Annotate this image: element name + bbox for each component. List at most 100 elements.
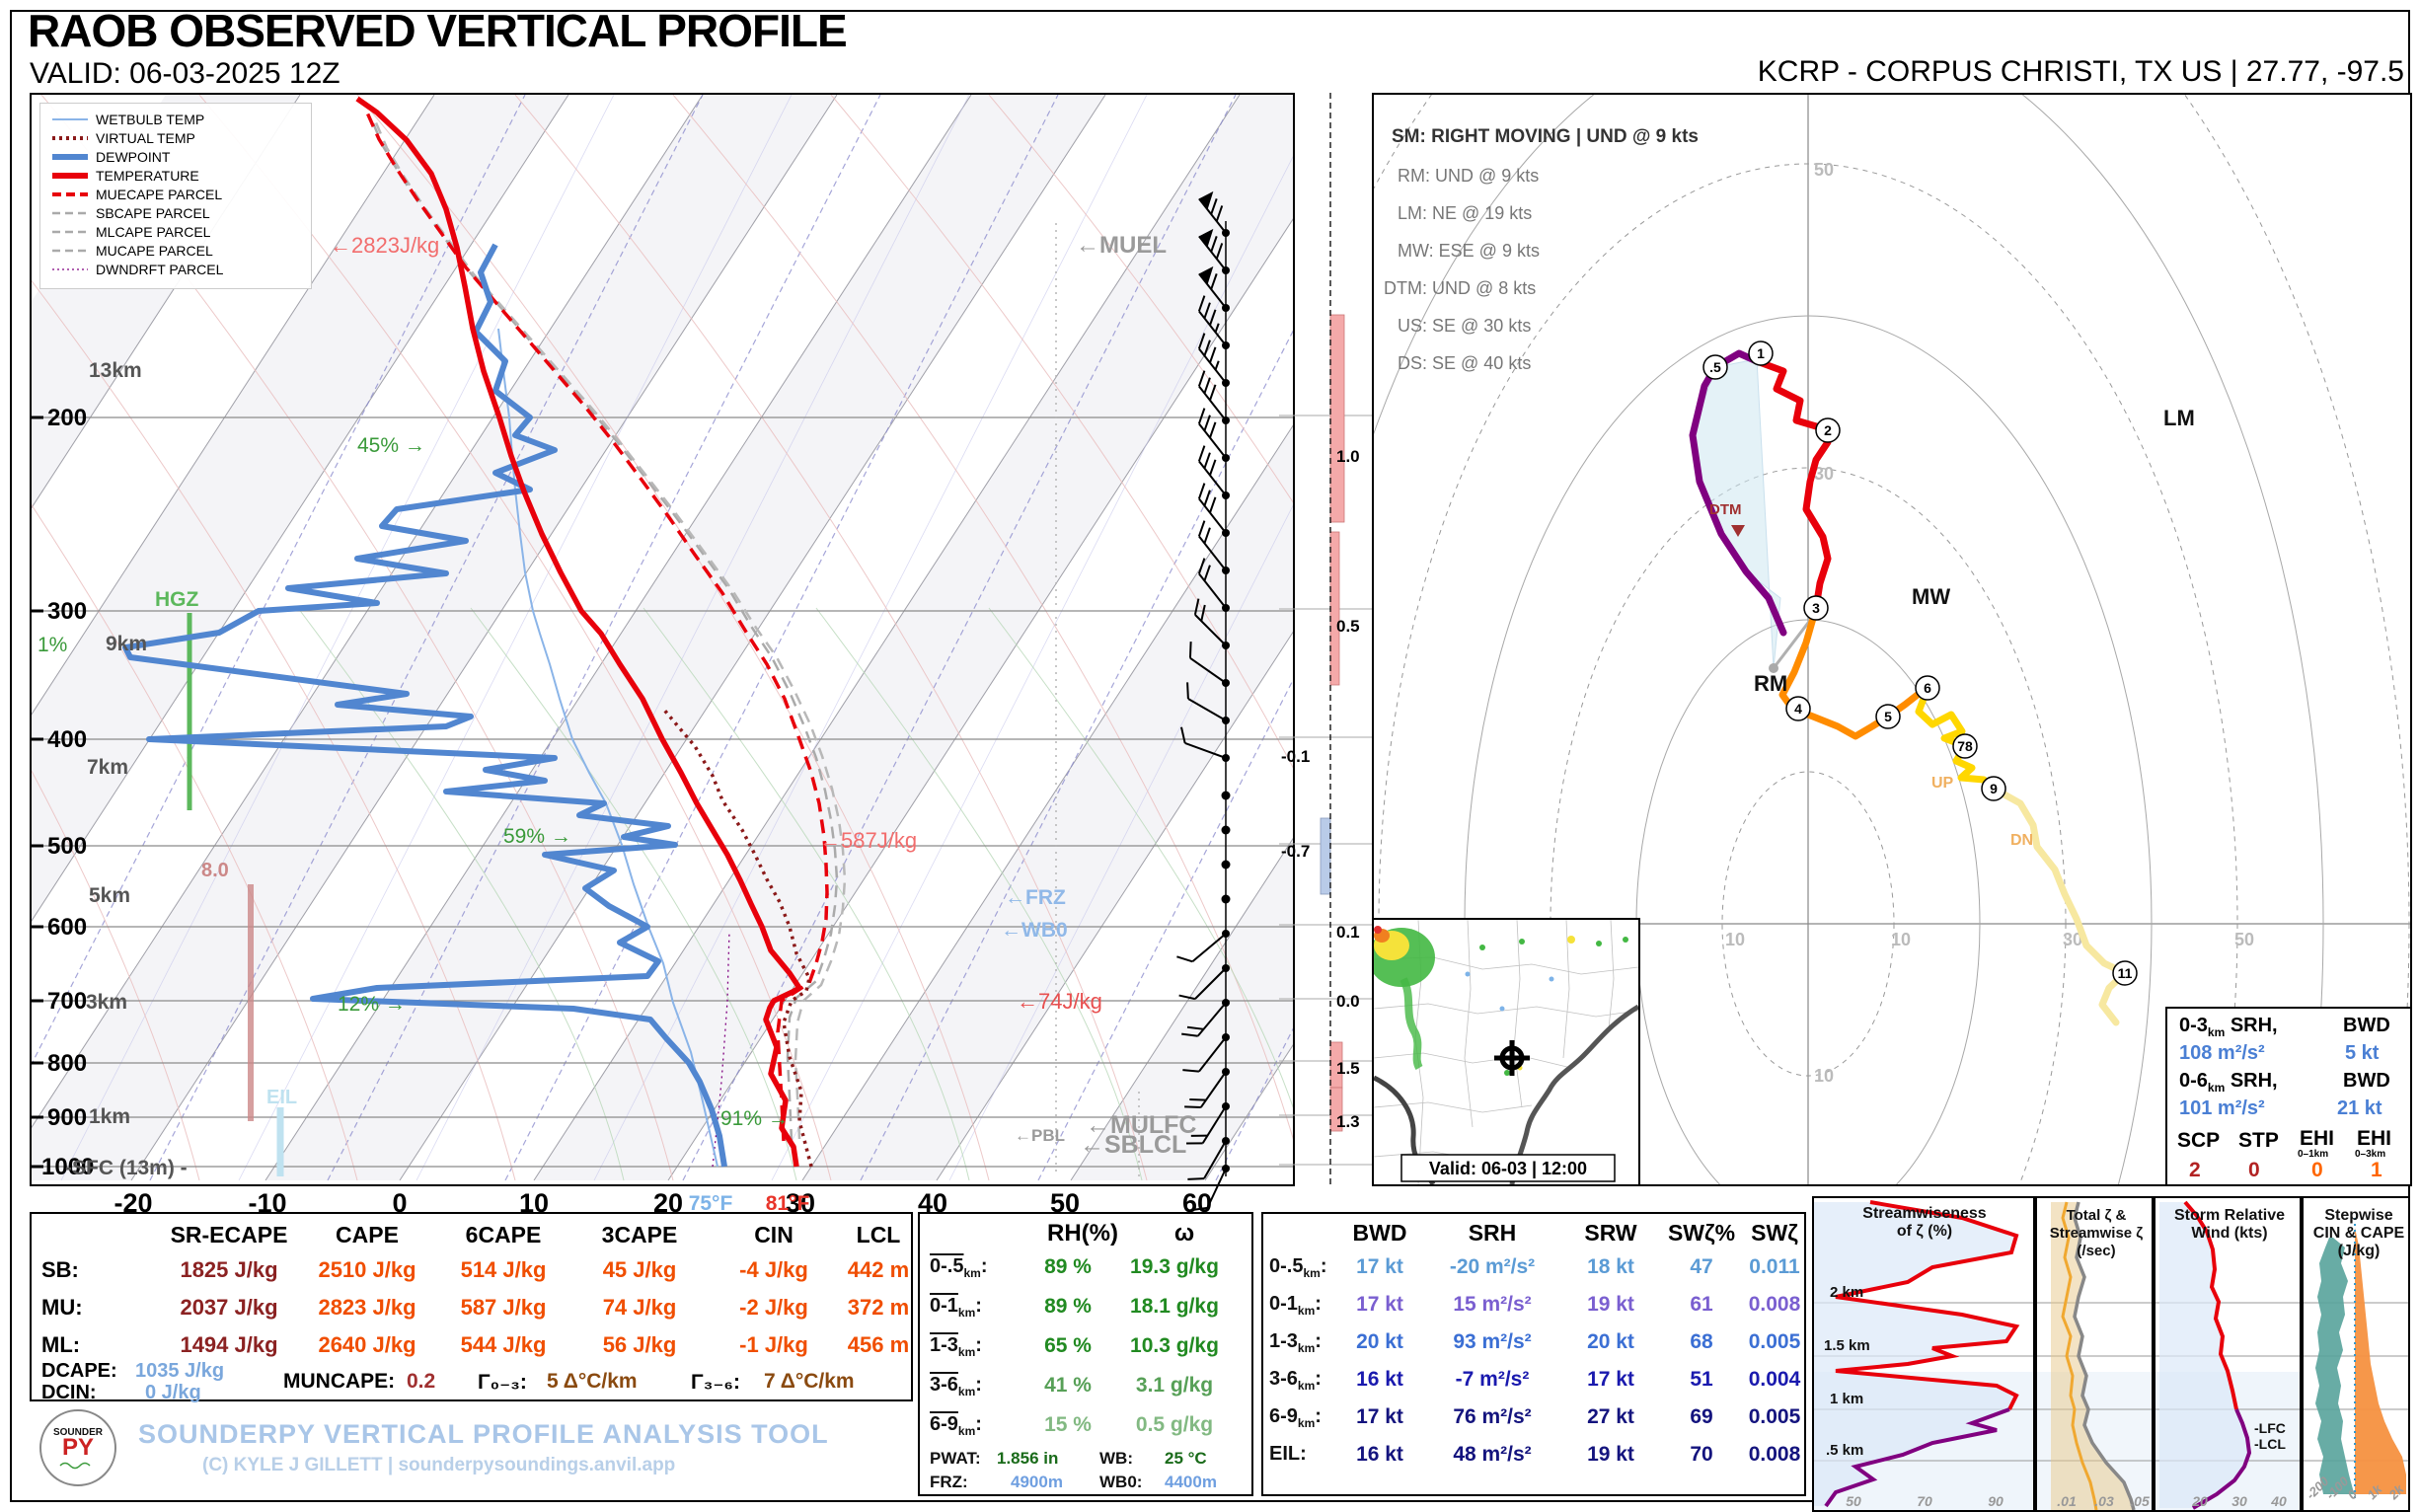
x-tick: 70 <box>1917 1493 1932 1509</box>
rh-header: RH(%) <box>1047 1220 1118 1247</box>
ehi1-label: EHI <box>2300 1127 2335 1150</box>
cell: 56 J/kg <box>602 1332 677 1357</box>
wb-label: WB: <box>1099 1449 1133 1468</box>
stp-label: STP <box>2238 1129 2279 1152</box>
footer-credit: (C) KYLE J GILLETT | sounderpysoundings.… <box>202 1455 676 1475</box>
cell: -7 m²/s² <box>1455 1368 1530 1391</box>
streamwiseness-panel: Streamwiseness of ζ (%) 2 km 1.5 km 1 km… <box>1812 1196 2035 1512</box>
km-marker-label: 11 <box>2118 965 2133 981</box>
eil-label: EIL <box>266 1087 297 1108</box>
cell: 45 J/kg <box>602 1257 677 1282</box>
radar-echoes <box>1368 926 1628 1076</box>
panel-title: (J/kg) <box>2338 1243 2381 1259</box>
km-marker-label: 6 <box>1924 680 1931 696</box>
cape-region <box>2355 1228 2406 1494</box>
km-marker-label: 5 <box>1884 709 1892 724</box>
legend-item: MUECAPE PARCEL <box>96 187 222 202</box>
rh-annotation: 45% → <box>357 434 425 457</box>
legend-item: MUCAPE PARCEL <box>96 243 213 259</box>
ehi3-sub: 0–3km <box>2355 1149 2386 1160</box>
omega-bar-positive <box>1329 314 1345 523</box>
cell: 76 m²/s² <box>1453 1405 1532 1428</box>
vorticity-svg: Total ζ & Streamwise ζ (/sec) .01 .03 .0… <box>2037 1201 2152 1511</box>
cincape-panel: Stepwise CIN & CAPE (J/kg) -200 -100 0 1… <box>2302 1196 2410 1512</box>
temp-axis-label: 0 <box>392 1188 407 1218</box>
hgz-label: HGZ <box>155 588 199 611</box>
wb0-value: 4400m <box>1165 1473 1217 1491</box>
logo-text-bottom: PY <box>61 1434 94 1461</box>
motion-text: MW: ESE @ 9 kts <box>1398 241 1540 261</box>
pbl-annotation: ←PBL <box>1015 1126 1065 1145</box>
mw-label: MW <box>1912 584 1950 609</box>
col-header: SWζ <box>1751 1220 1798 1246</box>
skewt-gridlines <box>32 95 1293 1180</box>
vorticity-panel: Total ζ & Streamwise ζ (/sec) .01 .03 .0… <box>2035 1196 2154 1512</box>
km-marker-label: 1 <box>1757 345 1765 361</box>
pressure-label: 600 <box>47 914 87 941</box>
ring-label: 50 <box>2234 930 2254 949</box>
panel-title: (/sec) <box>2077 1243 2115 1259</box>
thermo-table: SR-ECAPE CAPE 6CAPE 3CAPE CIN LCL SB: 18… <box>30 1212 913 1403</box>
frz-label: FRZ: <box>930 1473 968 1491</box>
streamwiseness-curve-lower <box>1824 1407 2010 1508</box>
muecape-parcel-curve <box>365 112 829 1142</box>
hodo-trace-0-1km <box>1689 349 1787 637</box>
panel-title: Total ζ & <box>2067 1207 2127 1224</box>
legend-svg: WETBULB TEMP VIRTUAL TEMP DEWPOINT TEMPE… <box>52 112 224 277</box>
gamma36-label: Γ₃₋₆: <box>691 1371 740 1394</box>
ehi1-value: 0 <box>2311 1159 2323 1181</box>
cell: 2037 J/kg <box>180 1295 278 1320</box>
motion-text: DS: SE @ 40 kts <box>1398 353 1531 373</box>
downdraft-parcel-curve <box>712 931 730 1168</box>
rh-value: 89 % <box>1044 1255 1092 1278</box>
coastline <box>1509 1004 1640 1185</box>
mixrat-value: 18.1 g/kg <box>1130 1295 1219 1318</box>
kinematics-table: BWD SRH SRW SWζ% SWζ 0-.5km: 17 kt -20 m… <box>1261 1212 1806 1496</box>
cell: 15 m²/s² <box>1453 1293 1532 1316</box>
moisture-table: RH(%) ω 0-.5km: 89 % 19.3 g/kg 0-1km: 89… <box>918 1212 1253 1496</box>
srh3-label: 0-3km SRH, <box>2179 1015 2278 1039</box>
height-label: 13km <box>89 359 142 382</box>
ring-label: 10 <box>1814 1066 1834 1086</box>
mixrat-value: 10.3 g/kg <box>1130 1334 1219 1357</box>
rh-value: 15 % <box>1044 1413 1092 1436</box>
cell: 74 J/kg <box>602 1295 677 1320</box>
cell: -1 J/kg <box>739 1332 808 1357</box>
ring-label: 10 <box>1725 930 1745 949</box>
pressure-label: 500 <box>47 833 87 860</box>
cell: 514 J/kg <box>460 1257 547 1282</box>
mixrat-value: 0.5 g/kg <box>1135 1413 1214 1436</box>
mulfc-annotation: ←MULFC <box>1086 1111 1196 1139</box>
srw-svg: Storm Relative Wind (kts) -LFC -LCL 20 3… <box>2155 1200 2300 1510</box>
pressure-label: 300 <box>47 598 87 625</box>
sblcl-annotation: ←SBLCL <box>1080 1131 1186 1159</box>
omega-value: 0.1 <box>1336 923 1360 942</box>
cell: 27 kt <box>1587 1405 1634 1428</box>
panel-title: Wind (kts) <box>2191 1225 2267 1242</box>
rh-value: 65 % <box>1044 1334 1092 1357</box>
map-valid-label: Valid: 06-03 | 12:00 <box>1429 1159 1587 1178</box>
stp-value: 0 <box>2248 1159 2260 1181</box>
omega-value: 1.3 <box>1336 1112 1360 1131</box>
height-label: 2 km <box>1830 1284 1863 1301</box>
omega-strip: 1.0 0.5 -0.1 -0.7 0.1 0.0 1.5 1.3 <box>1279 93 1374 1186</box>
cell: 1825 J/kg <box>180 1257 278 1282</box>
cell: 16 kt <box>1356 1443 1403 1466</box>
srw-fill <box>2159 1202 2249 1508</box>
cell: 2640 J/kg <box>318 1332 416 1357</box>
logo-text-top: SOUNDER <box>52 1427 103 1438</box>
row-label: MU: <box>41 1295 83 1320</box>
row-label: EIL: <box>1269 1443 1307 1465</box>
row-label: SB: <box>41 1257 79 1282</box>
height-label: 3km <box>86 991 127 1014</box>
scp-label: SCP <box>2177 1129 2221 1152</box>
cell: 70 <box>1690 1443 1713 1466</box>
hodo-summary-box: 0-3km SRH, BWD 108 m²/s² 5 kt 0-6km SRH,… <box>2165 1007 2412 1186</box>
legend-item: VIRTUAL TEMP <box>96 130 195 146</box>
dn-label: DN <box>2010 832 2033 849</box>
pressure-label: 700 <box>47 988 87 1015</box>
x-tick: 90 <box>1988 1493 2004 1509</box>
motion-text: US: SE @ 30 kts <box>1398 316 1531 336</box>
omega-value: -0.7 <box>1281 842 1310 861</box>
cell: 61 <box>1690 1293 1713 1316</box>
